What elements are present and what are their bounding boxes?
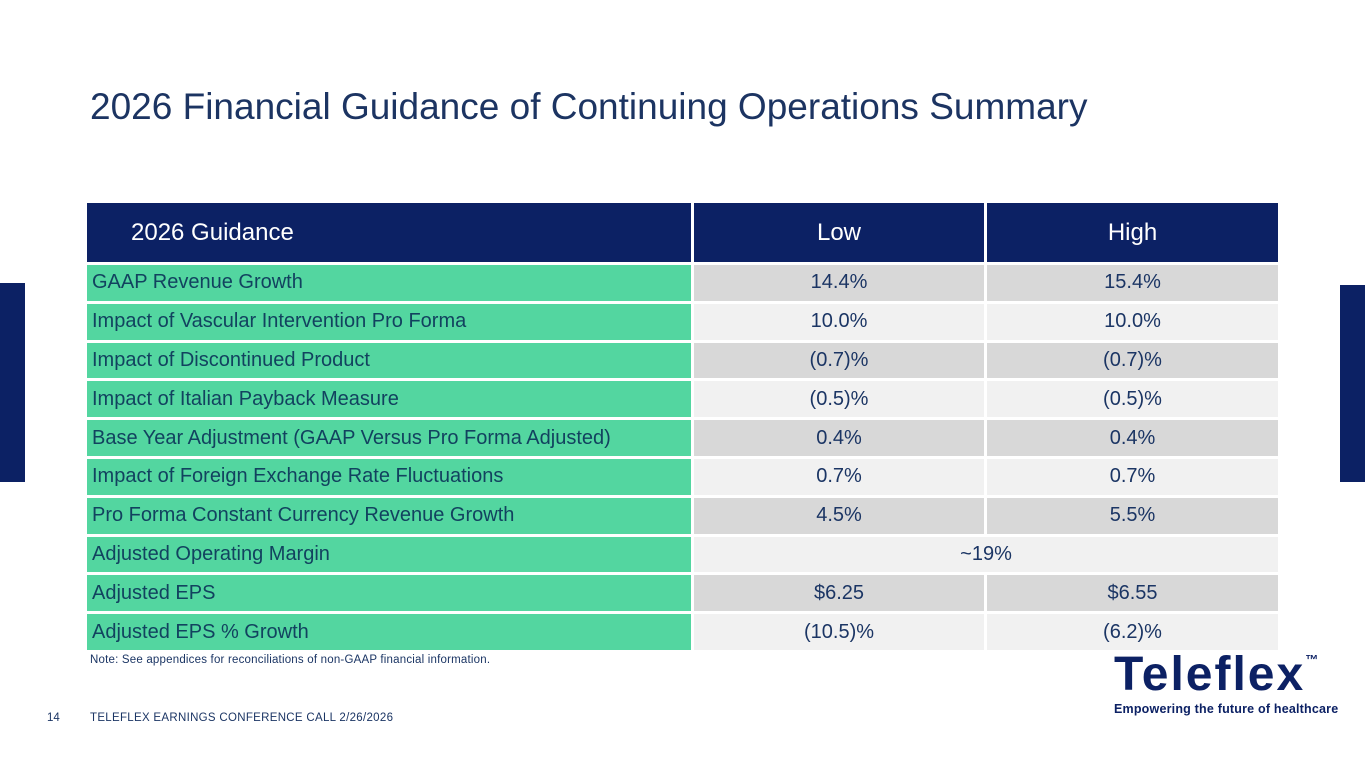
row-label: Impact of Discontinued Product — [87, 342, 691, 379]
table-header-low: Low — [694, 203, 984, 262]
row-label: Impact of Vascular Intervention Pro Form… — [87, 303, 691, 340]
row-value-high: (0.5)% — [987, 381, 1278, 418]
row-value-low: 4.5% — [694, 497, 984, 534]
footer-title: TELEFLEX EARNINGS CONFERENCE CALL 2/26/2… — [90, 712, 394, 724]
row-value-high: 10.0% — [987, 303, 1278, 340]
row-value-high: $6.55 — [987, 575, 1278, 612]
trademark-symbol: ™ — [1305, 652, 1319, 667]
left-accent-bar — [0, 283, 25, 482]
table-header-high: High — [987, 203, 1278, 262]
row-value-low: $6.25 — [694, 575, 984, 612]
row-label: Adjusted EPS — [87, 575, 691, 612]
row-value-low: (10.5)% — [694, 614, 984, 650]
non-gaap-note: Note: See appendices for reconciliations… — [90, 654, 491, 666]
row-label: Adjusted Operating Margin — [87, 536, 691, 573]
teleflex-logo: Teleflex™ Empowering the future of healt… — [1114, 648, 1339, 717]
row-value-low: (0.7)% — [694, 342, 984, 379]
row-label: Pro Forma Constant Currency Revenue Grow… — [87, 497, 691, 534]
row-label: Impact of Italian Payback Measure — [87, 381, 691, 418]
row-value-low: (0.5)% — [694, 381, 984, 418]
row-value-low: 0.4% — [694, 420, 984, 456]
row-value-low: 0.7% — [694, 458, 984, 495]
right-accent-bar — [1340, 285, 1365, 482]
page-title: 2026 Financial Guidance of Continuing Op… — [90, 86, 1088, 127]
row-value-high: (6.2)% — [987, 614, 1278, 650]
guidance-table: 2026 Guidance Low High GAAP Revenue Grow… — [87, 203, 1278, 650]
logo-tagline: Empowering the future of healthcare — [1114, 702, 1339, 717]
row-label: GAAP Revenue Growth — [87, 265, 691, 301]
row-value-high: 0.7% — [987, 458, 1278, 495]
row-label: Base Year Adjustment (GAAP Versus Pro Fo… — [87, 420, 691, 456]
row-value-low: 10.0% — [694, 303, 984, 340]
teleflex-wordmark: Teleflex™ — [1114, 648, 1319, 701]
row-value-high: 0.4% — [987, 420, 1278, 456]
row-value-high: 5.5% — [987, 497, 1278, 534]
page-number: 14 — [47, 712, 60, 724]
row-value-low: 14.4% — [694, 265, 984, 301]
row-value-high: (0.7)% — [987, 342, 1278, 379]
table-header-guidance: 2026 Guidance — [87, 203, 691, 262]
row-label: Impact of Foreign Exchange Rate Fluctuat… — [87, 458, 691, 495]
row-label: Adjusted EPS % Growth — [87, 614, 691, 650]
row-value-high: 15.4% — [987, 265, 1278, 301]
row-value-merged: ~19% — [694, 536, 1278, 573]
